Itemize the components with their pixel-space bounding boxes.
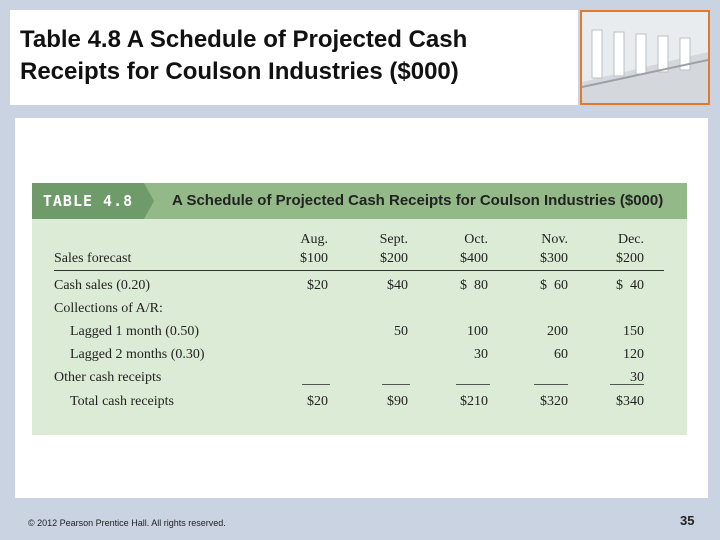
col-header-month: Aug.: [300, 232, 328, 247]
page-number: 35: [680, 513, 695, 528]
table-cell: 30: [474, 347, 488, 362]
row-label-total: Total cash receipts: [70, 394, 174, 409]
table-cell: 200: [547, 324, 568, 339]
cash-receipts-table: TABLE 4.8 A Schedule of Projected Cash R…: [32, 183, 687, 435]
table-header: TABLE 4.8 A Schedule of Projected Cash R…: [32, 183, 687, 219]
table-cell: 30: [630, 370, 644, 385]
row-label-lagged-1: Lagged 1 month (0.50): [70, 324, 200, 339]
table-cell: $20: [307, 278, 328, 293]
row-label-collections: Collections of A/R:: [54, 301, 163, 316]
col-header-month: Oct.: [464, 232, 488, 247]
table-cell: $20: [307, 394, 328, 409]
table-cell: $ 40: [616, 278, 644, 293]
table-cell: 50: [394, 324, 408, 339]
sum-line: [456, 384, 490, 385]
table-cell: 150: [623, 324, 644, 339]
slide-header: Table 4.8 A Schedule of Projected Cash R…: [10, 10, 578, 105]
sales-forecast-cell: $300: [540, 251, 568, 266]
table-cell: $40: [387, 278, 408, 293]
table-tag: TABLE 4.8: [32, 183, 144, 219]
table-cell: $340: [616, 394, 644, 409]
table-tag-arrow: [144, 183, 154, 219]
col-header-month: Sept.: [379, 232, 408, 247]
header-rule: [54, 270, 664, 271]
conference-room-image: [582, 12, 708, 103]
table-cell: 120: [623, 347, 644, 362]
sum-line: [534, 384, 568, 385]
sales-forecast-cell: $400: [460, 251, 488, 266]
table-caption: A Schedule of Projected Cash Receipts fo…: [172, 192, 664, 209]
header-photo: [580, 10, 710, 105]
sales-forecast-cell: $200: [616, 251, 644, 266]
table-cell: 100: [467, 324, 488, 339]
row-label-cash-sales: Cash sales (0.20): [54, 278, 151, 293]
slide-title: Table 4.8 A Schedule of Projected Cash R…: [20, 26, 468, 85]
copyright-footer: © 2012 Pearson Prentice Hall. All rights…: [28, 518, 226, 528]
col-header-month: Nov.: [541, 232, 568, 247]
table-cell: $90: [387, 394, 408, 409]
row-label-other-receipts: Other cash receipts: [54, 370, 162, 385]
table-cell: $ 60: [540, 278, 568, 293]
table-cell: $ 80: [460, 278, 488, 293]
table-cell: $320: [540, 394, 568, 409]
sales-forecast-cell: $200: [380, 251, 408, 266]
col-header-month: Dec.: [617, 232, 644, 247]
row-label-lagged-2: Lagged 2 months (0.30): [70, 347, 205, 362]
table-cell: 60: [554, 347, 568, 362]
table-cell: $210: [460, 394, 488, 409]
row-label-sales-forecast: Sales forecast: [54, 251, 132, 266]
sum-line: [382, 384, 410, 385]
sum-line: [610, 384, 644, 385]
sales-forecast-cell: $100: [300, 251, 328, 266]
sum-line: [302, 384, 330, 385]
